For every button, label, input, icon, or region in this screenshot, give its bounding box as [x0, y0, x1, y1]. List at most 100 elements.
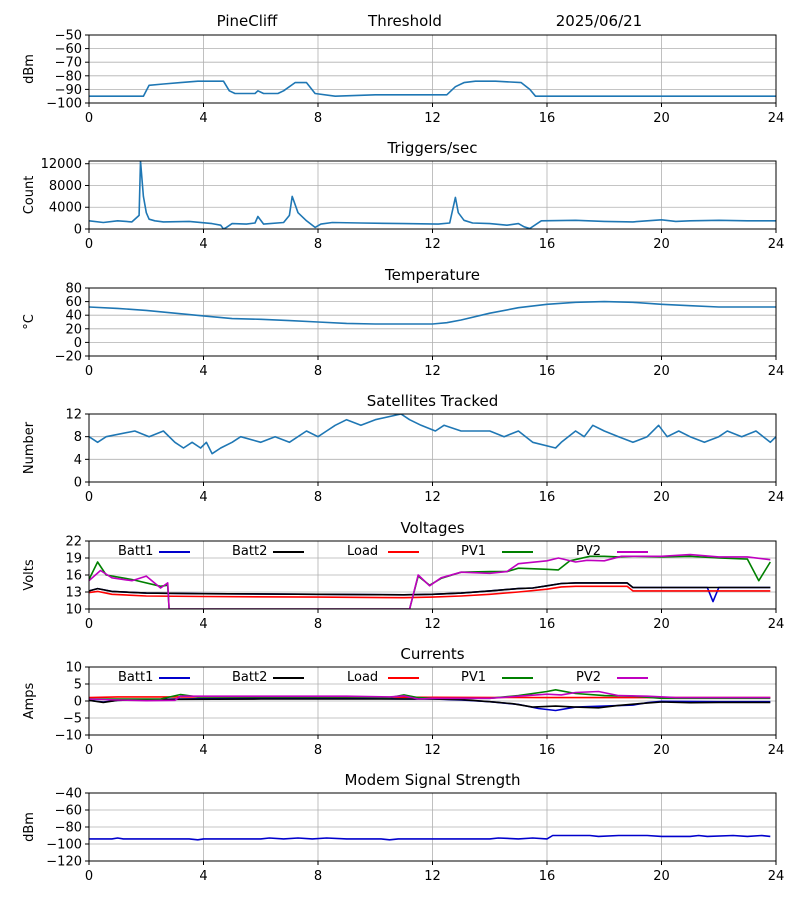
y-tick-label: 60 [65, 295, 82, 310]
x-tick-label: 8 [314, 869, 322, 884]
y-tick-label: 16 [65, 569, 82, 584]
x-tick-label: 16 [539, 617, 556, 632]
legend-label: PV2 [576, 544, 601, 559]
x-tick-label: 12 [424, 617, 441, 632]
x-tick-label: 8 [314, 237, 322, 252]
y-axis-label: Amps [22, 682, 37, 719]
x-tick-label: 16 [539, 364, 556, 379]
x-tick-label: 12 [424, 490, 441, 505]
panel-title: Currents [400, 645, 464, 663]
date-label: 2025/06/21 [556, 12, 642, 30]
series-line-modem [89, 834, 771, 841]
x-tick-label: 20 [653, 743, 670, 758]
x-tick-label: 20 [653, 490, 670, 505]
panel-title: Voltages [400, 519, 464, 537]
x-tick-label: 8 [314, 490, 322, 505]
x-tick-label: 12 [424, 743, 441, 758]
panel-title: Triggers/sec [387, 139, 478, 157]
y-tick-label: 19 [65, 552, 82, 567]
legend-label: PV2 [576, 670, 601, 685]
x-tick-label: 0 [85, 743, 93, 758]
x-tick-label: 8 [314, 364, 322, 379]
y-tick-label: 0 [74, 695, 82, 710]
x-tick-label: 24 [768, 743, 785, 758]
x-tick-label: 8 [314, 743, 322, 758]
y-tick-label: −70 [55, 56, 82, 71]
series-line-noise [89, 80, 776, 97]
y-tick-label: −80 [55, 69, 82, 84]
legend-label: Batt2 [232, 670, 267, 685]
x-tick-label: 12 [424, 869, 441, 884]
y-tick-label: −80 [55, 821, 82, 836]
y-tick-label: 10 [65, 661, 82, 676]
x-tick-label: 16 [539, 111, 556, 126]
series-line-pv2 [89, 690, 771, 702]
series-line-satellites [89, 414, 776, 455]
legend-label: PV1 [461, 670, 486, 685]
station-name: PineCliff [217, 12, 278, 30]
x-tick-label: 0 [85, 490, 93, 505]
x-tick-label: 0 [85, 237, 93, 252]
series-line-pv2 [89, 553, 771, 609]
x-tick-label: 0 [85, 111, 93, 126]
x-tick-label: 0 [85, 617, 93, 632]
x-tick-label: 24 [768, 490, 785, 505]
x-tick-label: 4 [199, 237, 207, 252]
y-tick-label: 80 [65, 282, 82, 297]
y-axis-label: dBm [22, 54, 37, 84]
legend-label: Batt2 [232, 544, 267, 559]
legend-label: Load [347, 670, 378, 685]
y-tick-label: 22 [65, 535, 82, 550]
panel-satellites: 0 4 8 12 16 20 24 0 4 8 12 Satellites Tracked Number [22, 392, 784, 505]
x-tick-label: 20 [653, 364, 670, 379]
x-tick-label: 24 [768, 364, 785, 379]
y-tick-label: −100 [46, 97, 82, 112]
y-tick-label: 4000 [49, 201, 82, 216]
y-tick-label: 0 [74, 223, 82, 238]
panel-triggers: 0 4 8 12 16 20 24 0 4000 8000 12000 Triggers/sec Cou… [22, 139, 784, 252]
y-tick-label: −60 [55, 804, 82, 819]
x-tick-label: 4 [199, 743, 207, 758]
panel-title: Satellites Tracked [367, 392, 498, 410]
y-tick-label: 0 [74, 336, 82, 351]
x-tick-label: 12 [424, 364, 441, 379]
y-tick-label: −10 [55, 729, 82, 744]
x-tick-label: 4 [199, 364, 207, 379]
series-line-temperature [89, 300, 776, 325]
y-tick-label: −90 [55, 83, 82, 98]
y-axis-label: Number [22, 421, 37, 474]
y-tick-label: −20 [55, 350, 82, 365]
mode-label: Threshold [367, 12, 442, 30]
panel-title: Modem Signal Strength [345, 771, 521, 789]
x-tick-label: 20 [653, 869, 670, 884]
x-tick-label: 20 [653, 111, 670, 126]
legend-label: Batt1 [118, 670, 153, 685]
y-tick-label: −40 [55, 787, 82, 802]
x-tick-label: 24 [768, 617, 785, 632]
panel-voltages: Batt1 Batt2 Load PV1 PV2 0 4 8 12 16 20 24 10 13 16 19 2… [22, 519, 784, 632]
y-axis-label: dBm [22, 812, 37, 842]
panel-noise: 0 4 8 12 16 20 24 −100−90−80−70−60−50 dBm [22, 29, 784, 127]
x-tick-label: 0 [85, 869, 93, 884]
x-tick-label: 4 [199, 490, 207, 505]
y-tick-label: 8000 [49, 179, 82, 194]
x-tick-label: 20 [653, 237, 670, 252]
y-tick-label: −5 [63, 712, 82, 727]
x-tick-label: 24 [768, 237, 785, 252]
y-tick-label: 4 [74, 453, 82, 468]
y-tick-label: −120 [46, 855, 82, 870]
series-line-triggers [89, 161, 776, 229]
y-tick-label: 20 [65, 322, 82, 337]
legend-label: Load [347, 544, 378, 559]
y-tick-label: 12000 [41, 157, 82, 172]
y-axis-label: Volts [22, 559, 37, 591]
legend-label: Batt1 [118, 544, 153, 559]
panel-title: Temperature [384, 266, 480, 284]
x-tick-label: 20 [653, 617, 670, 632]
x-tick-label: 16 [539, 237, 556, 252]
y-tick-label: 13 [65, 586, 82, 601]
y-tick-label: 40 [65, 309, 82, 324]
